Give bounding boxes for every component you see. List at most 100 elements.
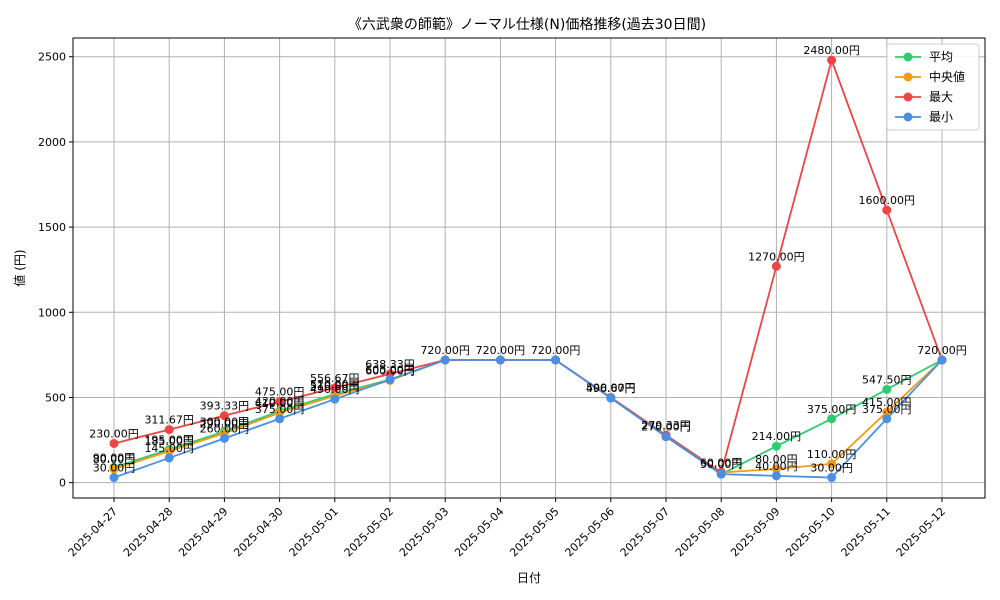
- data-label: 720.00円: [531, 344, 581, 357]
- data-label: 720.00円: [476, 344, 526, 357]
- data-label: 2480.00円: [803, 44, 860, 57]
- data-label: 90.00円: [93, 451, 136, 464]
- legend-label: 平均: [929, 50, 953, 64]
- data-point-0: [882, 384, 892, 394]
- series-line-3: [113, 359, 943, 479]
- data-label: 490.00円: [310, 383, 360, 396]
- x-axis-ticks: 2025-04-27 2025-04-28 2025-04-29 2025-04-30…: [66, 498, 948, 559]
- y-axis-label: 値 (円): [12, 249, 27, 286]
- data-label: 475.00円: [255, 386, 305, 399]
- y-axis-ticks: 0 500 1000 1500 2000 2500: [38, 51, 73, 490]
- data-labels: 230.00円90.00円80.00円30.00円311.67円195.00円1…: [89, 44, 967, 474]
- x-tick-label: 2025-04-29: [176, 505, 230, 559]
- x-tick-label: 2025-05-07: [618, 505, 672, 559]
- x-tick-label: 2025-05-04: [452, 505, 506, 559]
- legend-marker: [903, 92, 913, 102]
- data-point-2: [109, 438, 119, 448]
- series-lines: [113, 57, 943, 479]
- data-label: 290.00円: [200, 417, 250, 430]
- data-label: 145.00円: [144, 442, 194, 455]
- legend-label: 最大: [929, 90, 953, 104]
- y-tick-label: 500: [45, 391, 66, 404]
- legend-marker: [903, 112, 913, 122]
- data-point-3: [275, 414, 285, 424]
- data-label: 600.00円: [365, 364, 415, 377]
- chart-title: 《六武衆の師範》ノーマル仕様(N)価格推移(過去30日間): [348, 16, 706, 33]
- data-point-3: [109, 473, 119, 483]
- data-point-1: [771, 464, 781, 474]
- x-tick-label: 2025-04-28: [121, 505, 175, 559]
- data-label: 214.00円: [752, 430, 802, 443]
- data-point-3: [771, 471, 781, 481]
- data-label: 393.33円: [200, 400, 250, 413]
- data-point-2: [219, 411, 229, 421]
- x-tick-label: 2025-05-12: [894, 505, 948, 559]
- data-label: 720.00円: [917, 344, 967, 357]
- data-point-2: [827, 55, 837, 65]
- data-point-3: [716, 469, 726, 479]
- data-label: 720.00円: [420, 344, 470, 357]
- series-points: [109, 55, 947, 483]
- data-label: 40.00円: [755, 460, 798, 473]
- data-label: 270.00円: [641, 421, 691, 434]
- data-point-0: [827, 414, 837, 424]
- data-label: 638.33円: [365, 358, 415, 371]
- data-label: 80.00円: [755, 453, 798, 466]
- data-point-1: [882, 407, 892, 417]
- data-label: 375.00円: [807, 403, 857, 416]
- legend-box: [886, 43, 980, 131]
- data-point-3: [330, 394, 340, 404]
- data-point-3: [606, 393, 616, 403]
- data-label: 410.00円: [255, 397, 305, 410]
- data-label: 230.00円: [89, 427, 139, 440]
- y-tick-label: 1500: [38, 221, 66, 234]
- data-label: 311.67円: [144, 414, 194, 427]
- data-point-3: [551, 355, 561, 365]
- data-label: 1600.00円: [859, 194, 916, 207]
- data-point-2: [771, 261, 781, 271]
- data-point-0: [771, 441, 781, 451]
- data-label: 279.33円: [641, 419, 691, 432]
- x-tick-label: 2025-05-09: [728, 505, 782, 559]
- x-axis-label: 日付: [517, 571, 541, 585]
- data-label: 510.00円: [310, 380, 360, 393]
- data-point-3: [661, 432, 671, 442]
- data-point-3: [385, 375, 395, 385]
- y-tick-label: 2500: [38, 51, 66, 64]
- data-point-2: [275, 397, 285, 407]
- data-label: 80.00円: [93, 453, 136, 466]
- x-tick-label: 2025-05-02: [342, 505, 396, 559]
- x-tick-label: 2025-04-30: [231, 505, 285, 559]
- data-point-3: [882, 414, 892, 424]
- data-label: 110.00円: [807, 448, 857, 461]
- data-label: 556.67円: [310, 372, 360, 385]
- x-tick-label: 2025-05-11: [839, 505, 893, 559]
- legend-label: 中央値: [929, 69, 965, 84]
- data-label: 195.00円: [144, 433, 194, 446]
- data-label: 375.00円: [862, 403, 912, 416]
- data-label: 420.00円: [255, 395, 305, 408]
- data-point-2: [882, 205, 892, 215]
- data-point-3: [164, 453, 174, 463]
- data-label: 60.00円: [700, 456, 743, 469]
- data-point-1: [109, 464, 119, 474]
- data-point-2: [164, 425, 174, 435]
- data-point-2: [330, 383, 340, 393]
- legend-marker: [903, 72, 913, 82]
- y-tick-label: 0: [59, 477, 66, 490]
- data-point-3: [219, 433, 229, 443]
- data-label: 520.00円: [310, 378, 360, 391]
- x-tick-label: 2025-04-27: [66, 505, 120, 559]
- x-tick-label: 2025-05-08: [673, 505, 727, 559]
- data-point-3: [937, 355, 947, 365]
- y-tick-label: 1000: [38, 306, 66, 319]
- legend-label: 最小: [929, 110, 953, 124]
- data-label: 185.00円: [144, 435, 194, 448]
- data-label: 30.00円: [810, 462, 853, 475]
- x-tick-label: 2025-05-03: [397, 505, 451, 559]
- plot-frame: [72, 37, 986, 499]
- legend-marker: [903, 52, 913, 62]
- data-label: 50.00円: [700, 458, 743, 471]
- x-tick-label: 2025-05-06: [563, 505, 617, 559]
